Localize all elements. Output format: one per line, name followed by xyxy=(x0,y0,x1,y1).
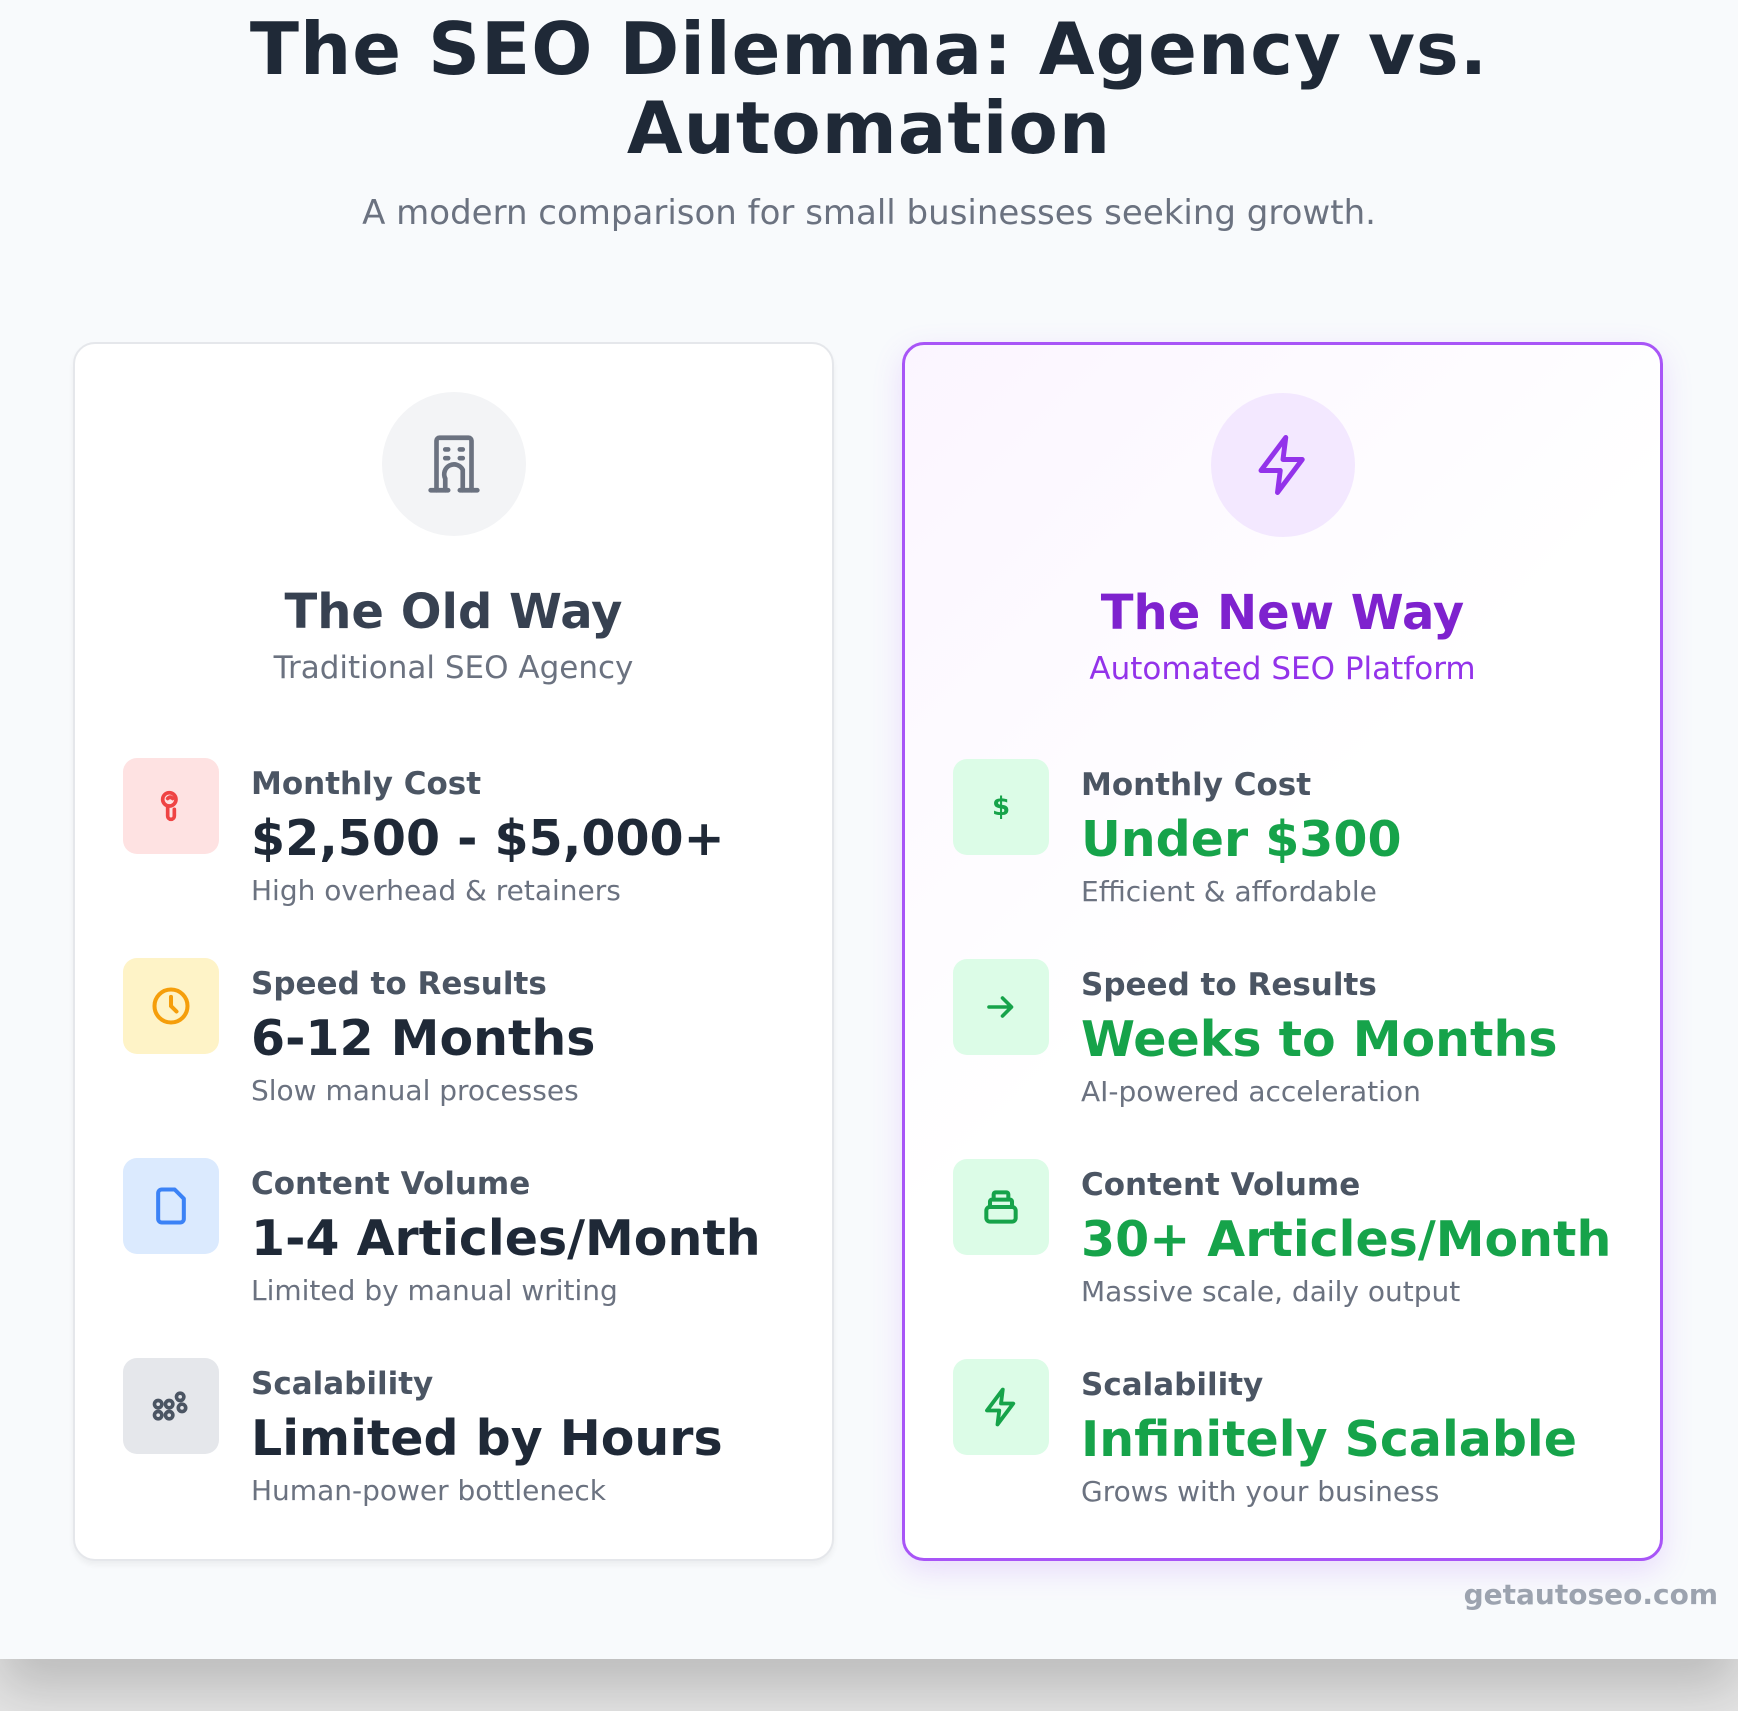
row-label: Speed to Results xyxy=(251,966,547,1002)
old-way-subtitle: Traditional SEO Agency xyxy=(273,650,634,686)
page-title: The SEO Dilemma: Agency vs. Automation xyxy=(0,10,1738,168)
page-subtitle: A modern comparison for small businesses… xyxy=(362,193,1376,233)
new-row-cost: $ Monthly Cost Under $300 Efficient & af… xyxy=(953,759,1633,929)
row-label: Content Volume xyxy=(1081,1167,1361,1203)
new-row-speed: Speed to Results Weeks to Months AI-powe… xyxy=(953,959,1633,1129)
row-value: Under $300 xyxy=(1081,811,1402,868)
row-note: Human-power bottleneck xyxy=(251,1474,606,1507)
row-note: Efficient & affordable xyxy=(1081,875,1377,908)
row-label: Monthly Cost xyxy=(1081,767,1312,803)
row-note: Massive scale, daily output xyxy=(1081,1275,1461,1308)
row-note: Limited by manual writing xyxy=(251,1274,618,1307)
row-note: Slow manual processes xyxy=(251,1074,579,1107)
row-value: 6-12 Months xyxy=(251,1010,596,1067)
old-row-content: Content Volume 1-4 Articles/Month Limite… xyxy=(123,1158,803,1328)
row-value: Infinitely Scalable xyxy=(1081,1411,1577,1468)
row-value: 1-4 Articles/Month xyxy=(251,1210,761,1267)
document-icon xyxy=(123,1158,219,1254)
row-value: $2,500 - $5,000+ xyxy=(251,810,725,867)
dollar-icon: $ xyxy=(953,759,1049,855)
new-row-scalability: Scalability Infinitely Scalable Grows wi… xyxy=(953,1359,1633,1529)
page: The SEO Dilemma: Agency vs. Automation A… xyxy=(0,0,1738,1659)
old-row-speed: Speed to Results 6-12 Months Slow manual… xyxy=(123,958,803,1128)
arrow-right-icon xyxy=(953,959,1049,1055)
lightning-icon xyxy=(1210,393,1355,537)
new-way-card: The New Way Automated SEO Platform $ Mon… xyxy=(902,342,1663,1561)
row-note: AI-powered acceleration xyxy=(1081,1075,1421,1108)
row-value: Limited by Hours xyxy=(251,1410,723,1467)
row-note: Grows with your business xyxy=(1081,1475,1440,1508)
money-icon xyxy=(123,758,219,854)
row-value: Weeks to Months xyxy=(1081,1011,1558,1068)
row-label: Scalability xyxy=(1081,1367,1264,1403)
row-note: High overhead & retainers xyxy=(251,874,621,907)
row-label: Monthly Cost xyxy=(251,766,482,802)
title-line-1: The SEO Dilemma: Agency vs. xyxy=(249,7,1489,91)
people-icon xyxy=(123,1358,219,1454)
old-way-title: The Old Way xyxy=(284,584,623,640)
row-label: Speed to Results xyxy=(1081,967,1377,1003)
watermark: getautoseo.com xyxy=(1463,1578,1718,1611)
row-label: Scalability xyxy=(251,1366,434,1402)
new-row-content: Content Volume 30+ Articles/Month Massiv… xyxy=(953,1159,1633,1329)
old-way-card: The Old Way Traditional SEO Agency Month… xyxy=(73,342,834,1561)
new-way-subtitle: Automated SEO Platform xyxy=(1089,651,1476,687)
new-way-title: The New Way xyxy=(1100,585,1465,641)
row-value: 30+ Articles/Month xyxy=(1081,1211,1612,1268)
building-icon xyxy=(381,392,526,536)
stack-icon xyxy=(953,1159,1049,1255)
row-label: Content Volume xyxy=(251,1166,531,1202)
old-row-scalability: Scalability Limited by Hours Human-power… xyxy=(123,1358,803,1528)
title-line-2: Automation xyxy=(626,86,1112,170)
lightning-icon xyxy=(953,1359,1049,1455)
clock-icon xyxy=(123,958,219,1054)
old-row-cost: Monthly Cost $2,500 - $5,000+ High overh… xyxy=(123,758,803,928)
